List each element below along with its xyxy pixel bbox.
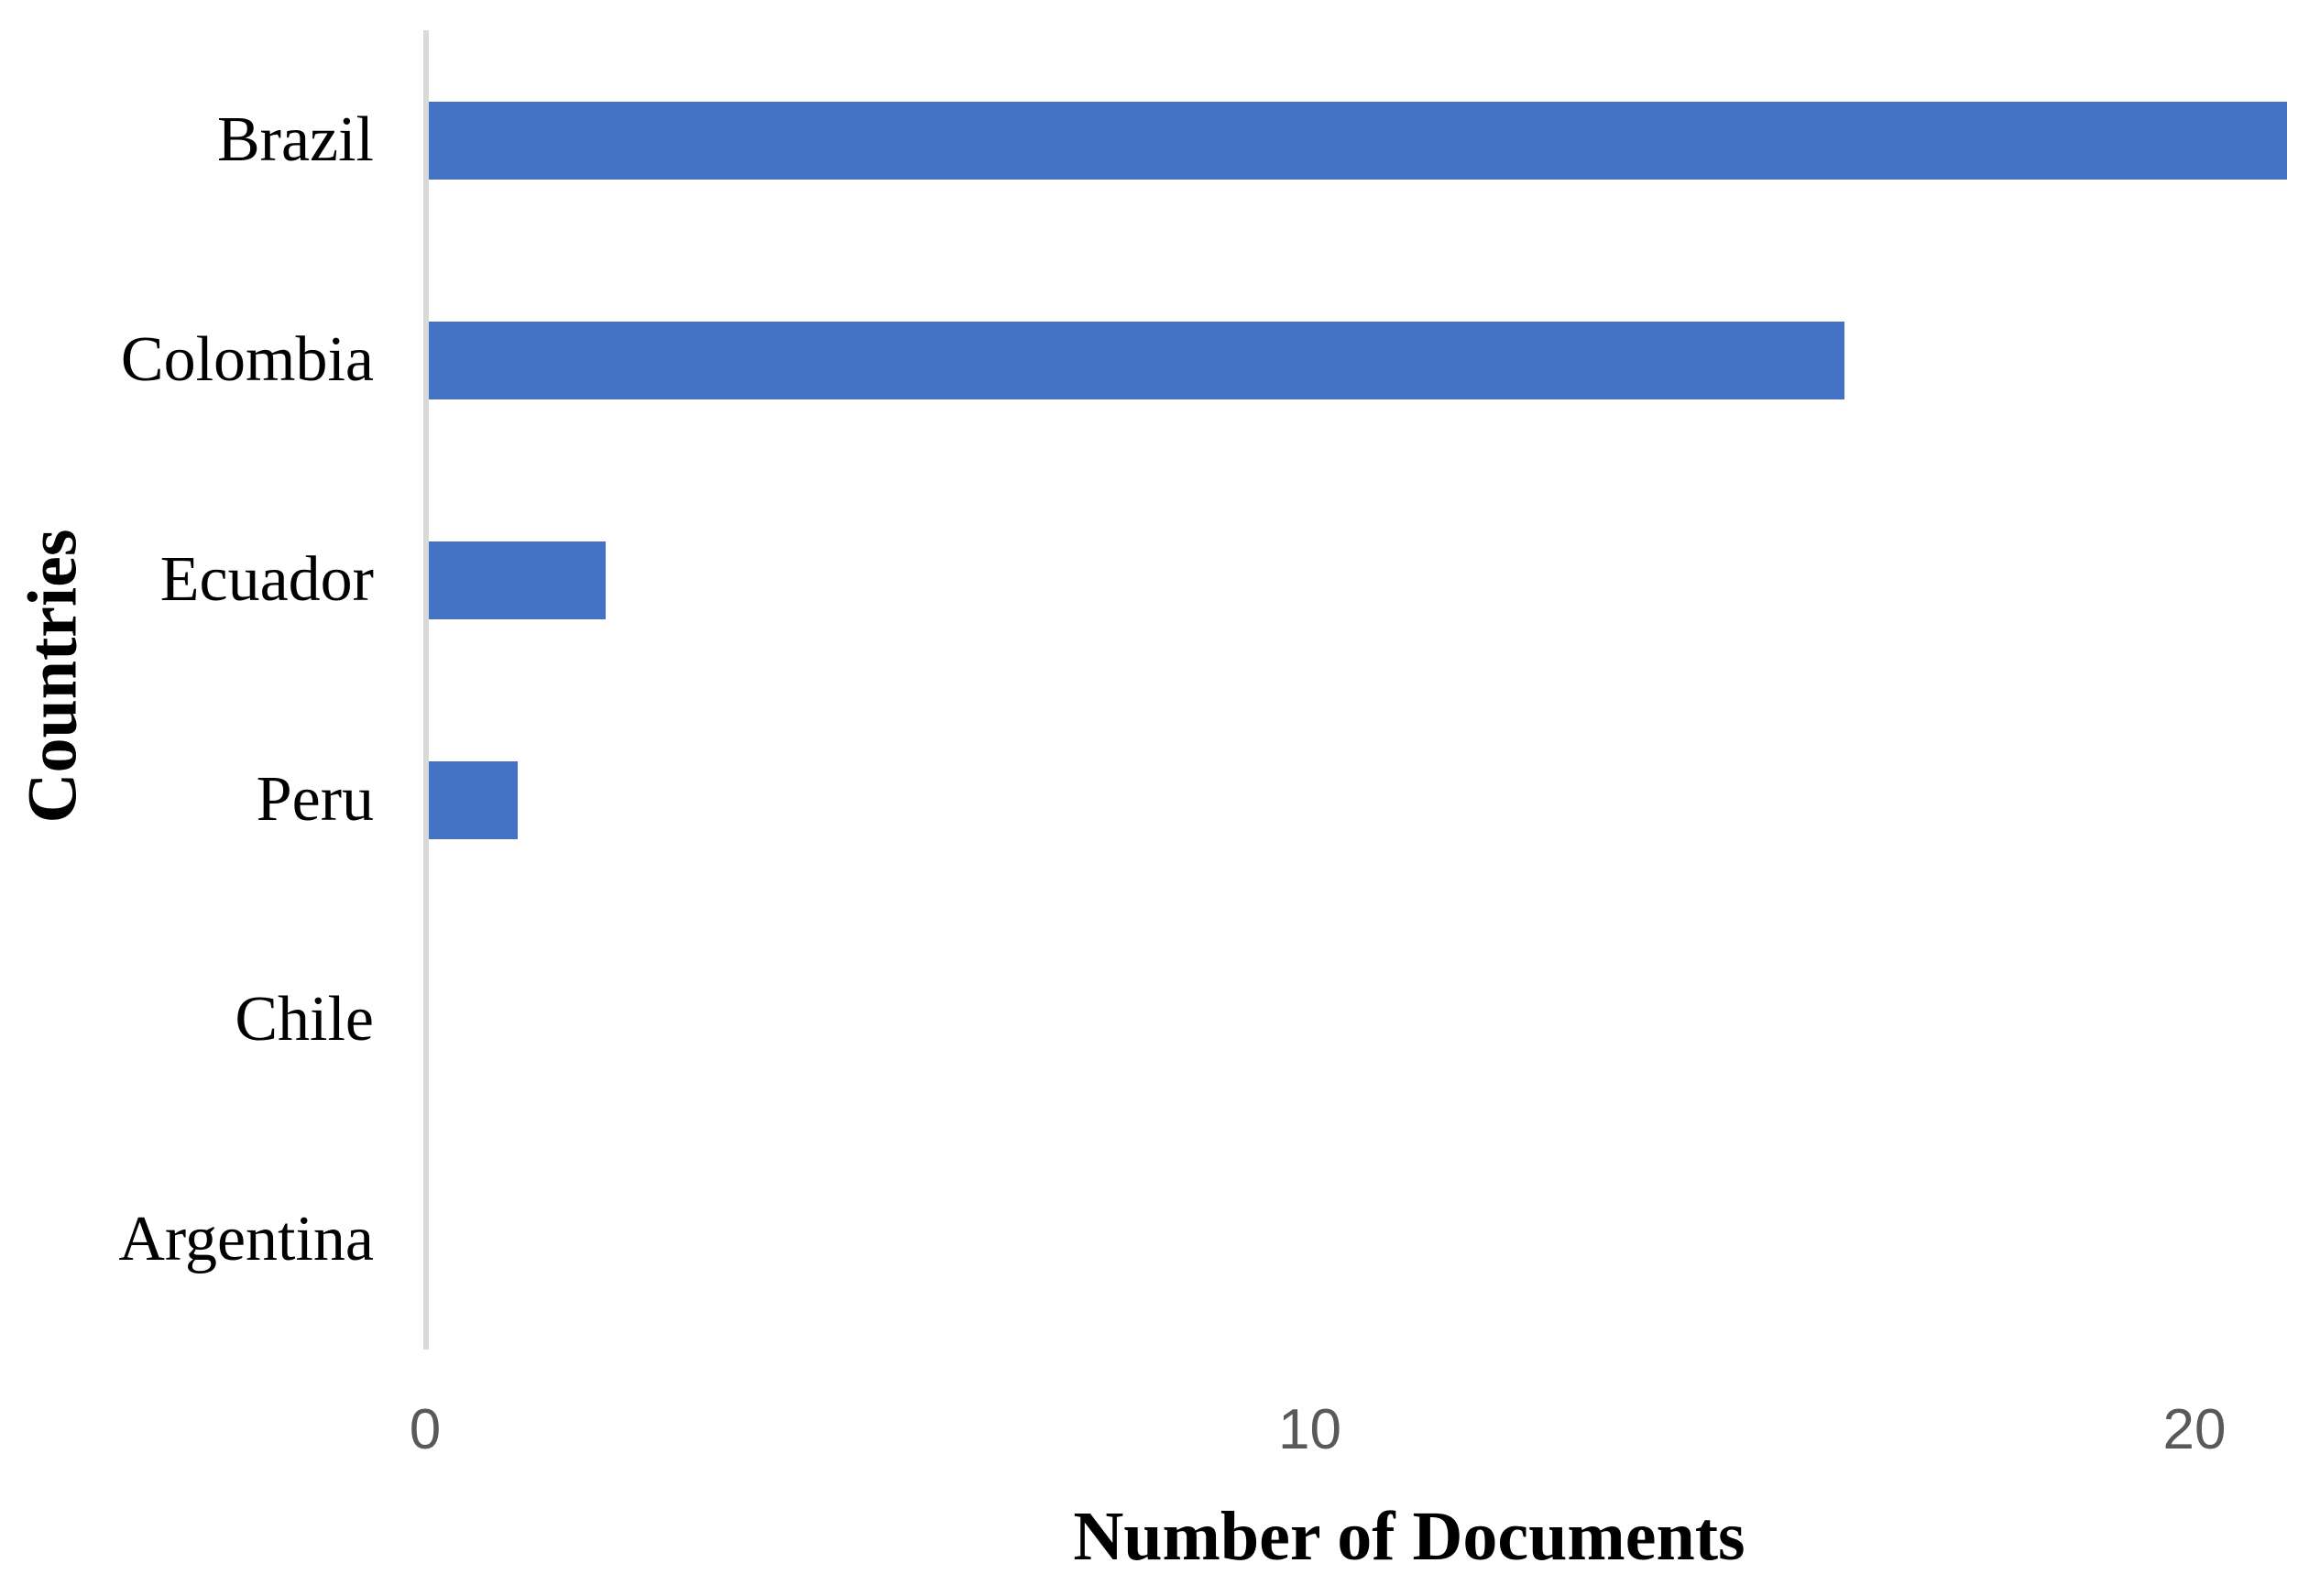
x-tick-10: 10 [1278, 1398, 1341, 1461]
bar-row-colombia [429, 250, 2309, 470]
bar-peru [429, 760, 518, 839]
y-axis-line [423, 30, 429, 1350]
x-axis-title: Number of Documents [1073, 1498, 1745, 1575]
bar-row-peru [429, 690, 2309, 910]
bar-colombia [429, 321, 1844, 399]
x-axis-ticks: 0 10 20 [0, 1400, 2309, 1473]
bar-row-ecuador [429, 470, 2309, 690]
bar-ecuador [429, 541, 607, 619]
category-label-argentina: Argentina [118, 1204, 374, 1274]
plot-area [423, 30, 2309, 1350]
bar-row-chile [429, 910, 2309, 1130]
category-label-chile: Chile [235, 984, 374, 1055]
category-label-peru: Peru [256, 764, 374, 835]
x-tick-0: 0 [409, 1398, 442, 1461]
category-label-ecuador: Ecuador [159, 544, 374, 615]
bar-row-argentina [429, 1130, 2309, 1350]
x-tick-20: 20 [2162, 1398, 2227, 1461]
category-labels: Brazil Colombia Ecuador Peru Chile Argentina [0, 30, 374, 1350]
category-label-brazil: Brazil [216, 104, 374, 175]
bar-brazil [429, 101, 2287, 180]
category-label-colombia: Colombia [120, 324, 374, 395]
bar-row-brazil [429, 30, 2309, 250]
